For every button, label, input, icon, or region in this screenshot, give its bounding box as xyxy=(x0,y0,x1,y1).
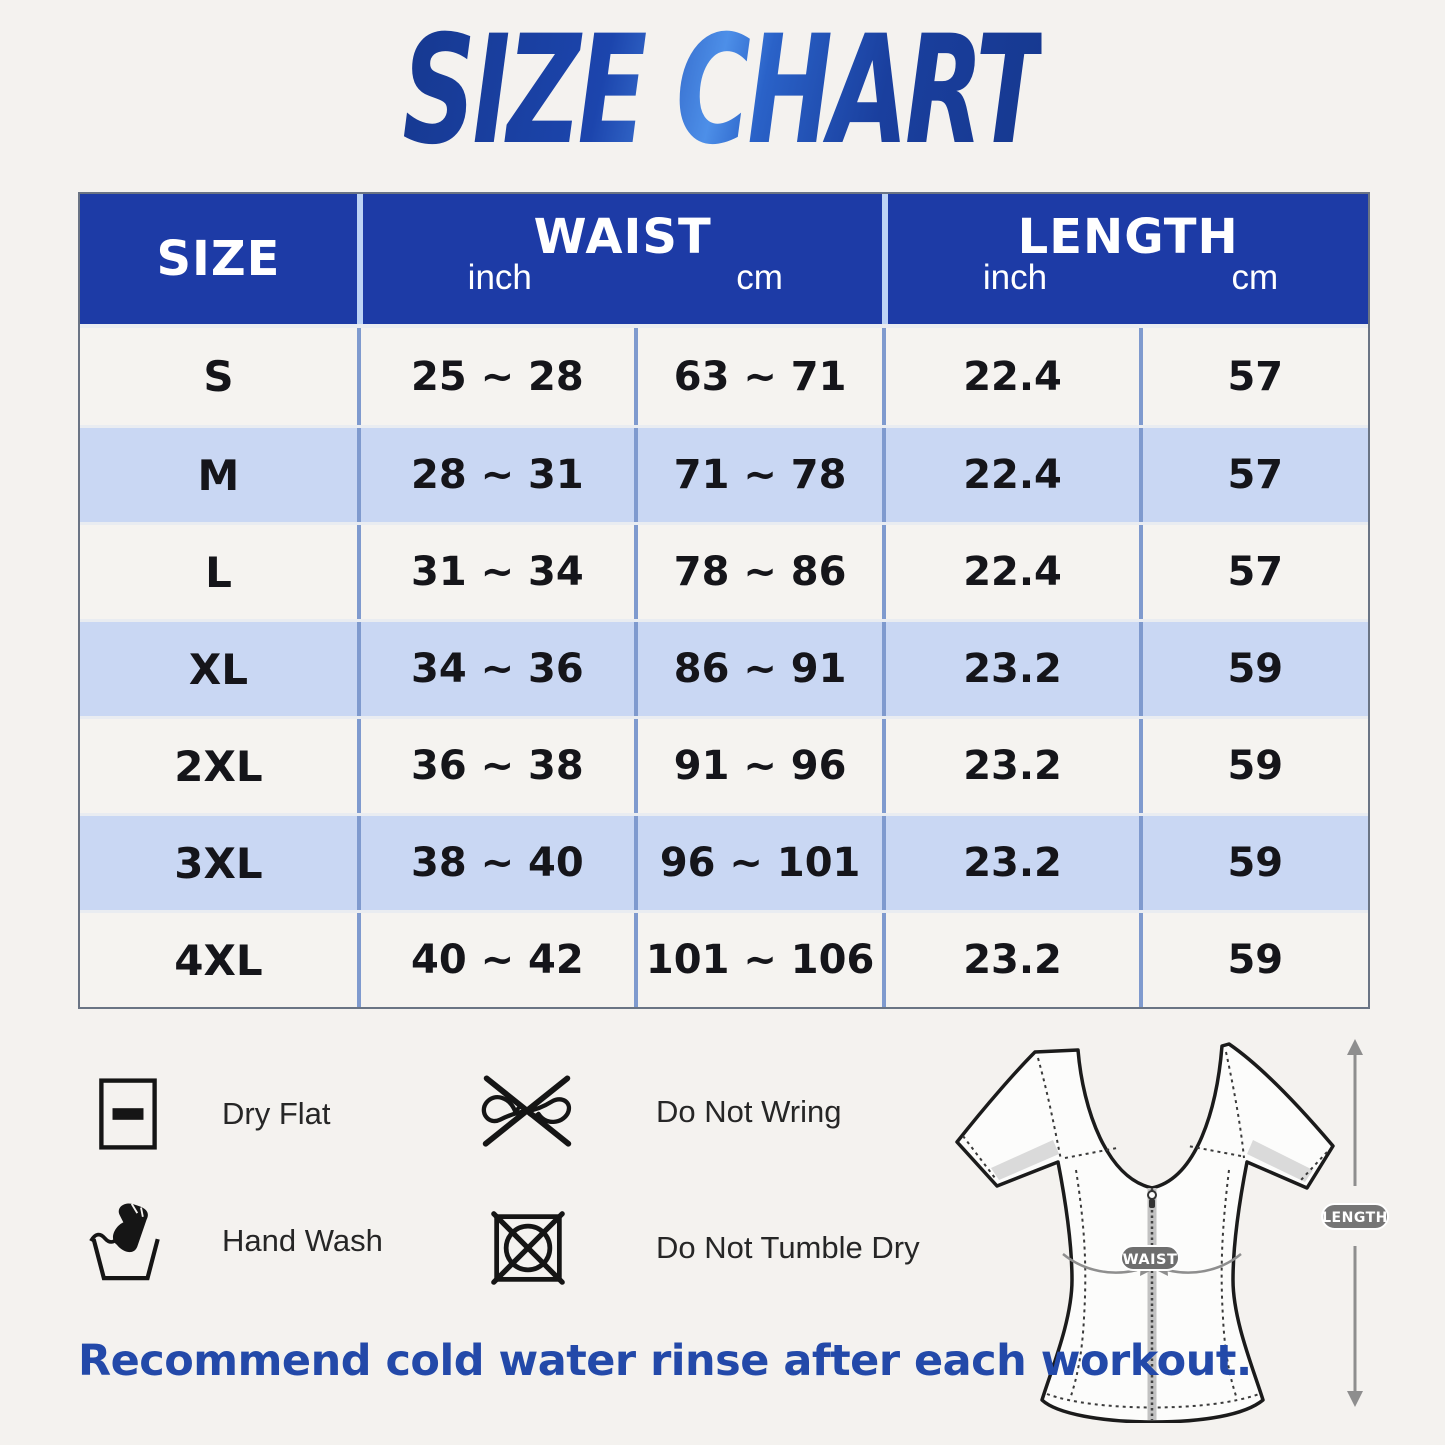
cell-waist-inch: 38 ~ 40 xyxy=(356,816,634,910)
length-measure-label: LENGTH xyxy=(1321,1203,1389,1230)
care-item-do-not-wring: Do Not Wring xyxy=(476,1072,842,1152)
column-header-waist: WAIST xyxy=(533,209,712,265)
care-label: Do Not Tumble Dry xyxy=(656,1230,920,1265)
hand-wash-icon xyxy=(88,1198,168,1284)
cell-waist-cm: 63 ~ 71 xyxy=(633,328,883,425)
cell-length-cm: 59 xyxy=(1138,816,1368,910)
do-not-wring-icon xyxy=(476,1072,578,1152)
cell-waist-inch: 34 ~ 36 xyxy=(356,622,634,716)
length-unit-inch: inch xyxy=(982,258,1048,297)
cell-length-cm: 59 xyxy=(1138,622,1368,716)
page-title-text: SIZE CHART xyxy=(402,4,1046,178)
cell-length-inch: 22.4 xyxy=(882,428,1138,522)
zipper xyxy=(1147,1188,1157,1420)
size-chart-table: SIZE WAIST inch cm LENGTH inch cm S 25 ~ … xyxy=(78,192,1370,1009)
cell-size: S xyxy=(203,352,234,401)
care-label: Hand Wash xyxy=(222,1223,383,1258)
care-item-do-not-tumble-dry: Do Not Tumble Dry xyxy=(488,1208,920,1288)
table-row: 4XL 40 ~ 42 101 ~ 106 23.2 59 xyxy=(80,910,1368,1007)
page-title: SIZE CHART xyxy=(0,4,1445,178)
garment-outline xyxy=(955,1042,1335,1424)
cell-waist-cm: 86 ~ 91 xyxy=(633,622,883,716)
table-row: 2XL 36 ~ 38 91 ~ 96 23.2 59 xyxy=(80,716,1368,813)
cell-length-cm: 57 xyxy=(1138,525,1368,619)
do-not-tumble-dry-icon xyxy=(488,1208,568,1288)
svg-text:LENGTH: LENGTH xyxy=(1322,1210,1388,1226)
care-label: Do Not Wring xyxy=(656,1094,842,1129)
cell-length-cm: 59 xyxy=(1138,913,1368,1007)
table-row: M 28 ~ 31 71 ~ 78 22.4 57 xyxy=(80,425,1368,522)
cell-waist-cm: 78 ~ 86 xyxy=(633,525,883,619)
cell-waist-inch: 28 ~ 31 xyxy=(356,428,634,522)
waist-measure-label: WAIST xyxy=(1120,1245,1180,1271)
waist-unit-cm: cm xyxy=(736,258,783,297)
table-body: S 25 ~ 28 63 ~ 71 22.4 57 M 28 ~ 31 71 ~ 78 22.4… xyxy=(80,324,1368,1007)
table-header: SIZE WAIST inch cm LENGTH inch cm xyxy=(80,194,1368,324)
cell-waist-inch: 31 ~ 34 xyxy=(356,525,634,619)
cell-waist-inch: 36 ~ 38 xyxy=(356,719,634,813)
cell-waist-inch: 25 ~ 28 xyxy=(356,328,634,425)
cell-size: M xyxy=(197,450,240,500)
cell-length-inch: 23.2 xyxy=(882,622,1138,716)
cell-waist-cm: 96 ~ 101 xyxy=(633,816,883,910)
cell-waist-inch: 40 ~ 42 xyxy=(356,913,634,1007)
waist-unit-inch: inch xyxy=(467,258,532,297)
dry-flat-icon xyxy=(96,1076,160,1152)
length-unit-cm: cm xyxy=(1231,258,1279,297)
cell-length-inch: 23.2 xyxy=(882,816,1138,910)
column-header-waist-group: WAIST inch cm xyxy=(356,194,883,324)
cell-length-inch: 22.4 xyxy=(882,525,1138,619)
cell-length-cm: 59 xyxy=(1138,719,1368,813)
cell-length-inch: 23.2 xyxy=(882,719,1138,813)
column-header-length: LENGTH xyxy=(1017,209,1239,265)
waist-units-row: inch cm xyxy=(363,256,883,300)
cell-size: 4XL xyxy=(174,935,263,985)
waist-arrows xyxy=(1062,1253,1242,1274)
cell-size: 2XL xyxy=(174,741,263,791)
footer-note: Recommend cold water rinse after each wo… xyxy=(78,1336,1252,1386)
svg-text:WAIST: WAIST xyxy=(1123,1252,1178,1268)
cell-size: XL xyxy=(188,644,249,694)
table-row: L 31 ~ 34 78 ~ 86 22.4 57 xyxy=(80,522,1368,619)
cell-size: L xyxy=(205,547,232,597)
cell-waist-cm: 91 ~ 96 xyxy=(633,719,883,813)
care-label: Dry Flat xyxy=(222,1096,331,1131)
cell-length-cm: 57 xyxy=(1138,328,1368,425)
garment-diagram: WAIST LENGTH xyxy=(945,1028,1390,1424)
table-row: 3XL 38 ~ 40 96 ~ 101 23.2 59 xyxy=(80,813,1368,910)
cell-length-inch: 23.2 xyxy=(882,913,1138,1007)
column-header-size: SIZE xyxy=(156,231,281,287)
column-header-length-group: LENGTH inch cm xyxy=(882,194,1368,324)
care-item-dry-flat: Dry Flat xyxy=(96,1076,331,1152)
cell-waist-cm: 101 ~ 106 xyxy=(633,913,883,1007)
care-item-hand-wash: Hand Wash xyxy=(88,1198,383,1284)
table-row: S 25 ~ 28 63 ~ 71 22.4 57 xyxy=(80,328,1368,425)
table-row: XL 34 ~ 36 86 ~ 91 23.2 59 xyxy=(80,619,1368,716)
cell-length-inch: 22.4 xyxy=(882,328,1138,425)
cell-length-cm: 57 xyxy=(1138,428,1368,522)
length-units-row: inch cm xyxy=(888,256,1368,300)
cell-waist-cm: 71 ~ 78 xyxy=(633,428,883,522)
cell-size: 3XL xyxy=(174,838,263,888)
